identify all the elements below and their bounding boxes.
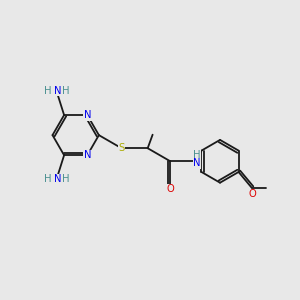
Text: H: H: [193, 150, 201, 160]
Text: N: N: [53, 174, 61, 184]
Text: S: S: [118, 143, 125, 153]
Text: N: N: [193, 158, 201, 168]
Text: N: N: [53, 86, 61, 96]
Text: H: H: [62, 174, 70, 184]
Text: H: H: [44, 174, 52, 184]
Text: N: N: [83, 110, 91, 120]
Text: H: H: [62, 86, 70, 96]
Text: O: O: [167, 184, 174, 194]
Text: H: H: [44, 86, 52, 96]
Text: N: N: [83, 150, 91, 160]
Text: O: O: [248, 189, 256, 199]
